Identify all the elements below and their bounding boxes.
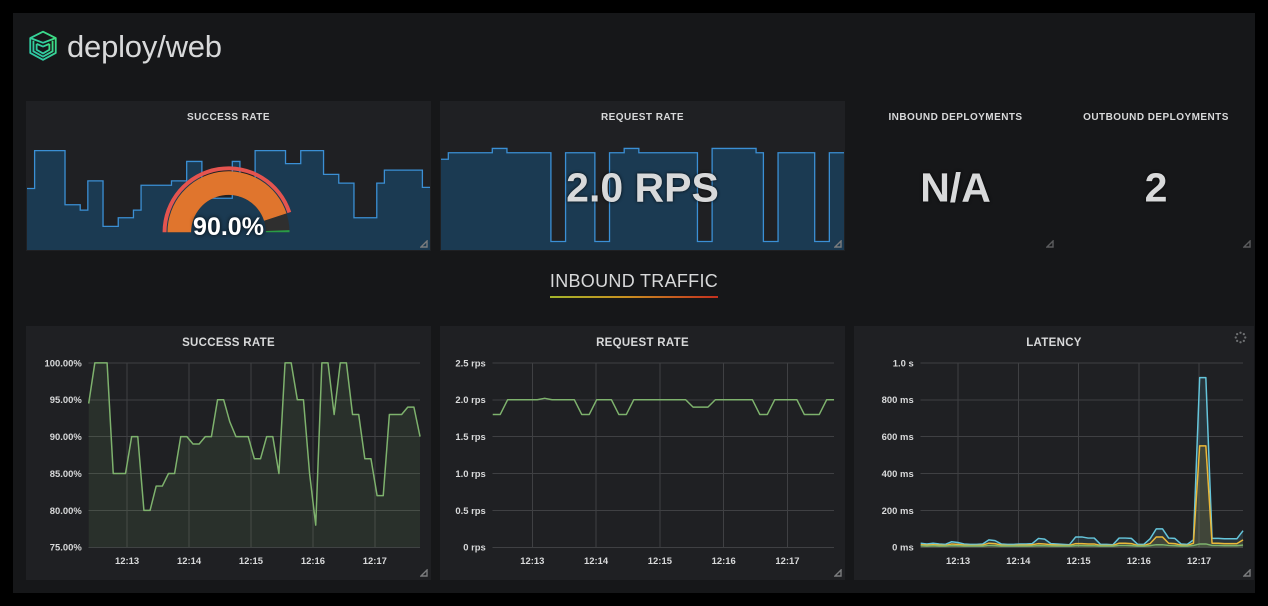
grafana-dashboard: deploy/web SUCCESS RATE 90.0% REQUEST RA… xyxy=(13,13,1255,593)
row-title: INBOUND TRAFFIC xyxy=(549,271,719,298)
stat-request-rate-body: 2.0 RPS xyxy=(441,126,844,250)
svg-text:12:13: 12:13 xyxy=(520,555,544,566)
page-title: deploy/web xyxy=(67,28,222,64)
svg-text:200 ms: 200 ms xyxy=(882,505,914,516)
graph-latency-body: 0 ms 200 ms 400 ms 600 ms 800 ms 1.0 s 12:13 12… xyxy=(855,351,1253,579)
stat-inbound-deployments-value: N/A xyxy=(920,164,991,211)
svg-text:0 ms: 0 ms xyxy=(892,542,914,553)
stat-outbound-deployments-title: OUTBOUND DEPLOYMENTS xyxy=(1083,112,1229,123)
svg-text:12:16: 12:16 xyxy=(712,555,736,566)
svg-text:1.0 rps: 1.0 rps xyxy=(455,468,485,479)
request-rate-sparkline xyxy=(441,147,844,250)
svg-text:12:16: 12:16 xyxy=(301,555,325,566)
stat-outbound-deployments-body: 2 xyxy=(1059,126,1253,250)
latency-chart: 0 ms 200 ms 400 ms 600 ms 800 ms 1.0 s 12:13 12… xyxy=(882,357,1244,566)
graph-latency-title: LATENCY xyxy=(1026,337,1082,349)
svg-text:12:14: 12:14 xyxy=(1006,555,1031,566)
stat-request-rate-panel[interactable]: REQUEST RATE 2.0 RPS xyxy=(440,101,845,251)
svg-text:75.00%: 75.00% xyxy=(50,542,83,553)
graph-latency-panel[interactable]: LATENCY 0 ms 200 ms 400 ms 600 ms 800 ms 1.0 … xyxy=(854,326,1254,580)
svg-text:12:17: 12:17 xyxy=(1187,555,1211,566)
stat-outbound-deployments-panel[interactable]: OUTBOUND DEPLOYMENTS 2 xyxy=(1058,101,1254,251)
graph-success-rate-title: SUCCESS RATE xyxy=(182,337,275,349)
request-rate-chart: 0 rps 0.5 rps 1.0 rps 1.5 rps 2.0 rps 2.5 rps… xyxy=(455,357,835,566)
loading-spinner-icon xyxy=(1234,331,1247,344)
svg-text:12:15: 12:15 xyxy=(239,555,263,566)
graph-success-rate-body: 75.00% 80.00% 85.00% 90.00% 95.00% 100.00% 12:… xyxy=(27,351,430,579)
svg-text:12:16: 12:16 xyxy=(1127,555,1151,566)
svg-text:90.00%: 90.00% xyxy=(50,431,83,442)
success-rate-chart: 75.00% 80.00% 85.00% 90.00% 95.00% 100.00% 12:… xyxy=(44,357,421,566)
svg-text:12:14: 12:14 xyxy=(584,555,609,566)
row-header-inbound-traffic[interactable]: INBOUND TRAFFIC xyxy=(13,271,1255,321)
svg-text:2.5 rps: 2.5 rps xyxy=(455,357,485,368)
svg-text:100.00%: 100.00% xyxy=(44,357,82,368)
svg-text:800 ms: 800 ms xyxy=(882,394,914,405)
graph-request-rate-panel[interactable]: REQUEST RATE 0 rps 0.5 rps 1.0 rps 1.5 rps 2… xyxy=(440,326,845,580)
svg-text:85.00%: 85.00% xyxy=(50,468,83,479)
stat-request-rate-title: REQUEST RATE xyxy=(601,112,684,123)
svg-text:12:14: 12:14 xyxy=(177,555,202,566)
stat-success-rate-panel[interactable]: SUCCESS RATE 90.0% xyxy=(26,101,431,251)
graph-success-rate-panel[interactable]: SUCCESS RATE 75.00% 80.00% 85.00% 90.00% 95.… xyxy=(26,326,431,580)
svg-text:12:15: 12:15 xyxy=(648,555,672,566)
svg-text:600 ms: 600 ms xyxy=(882,431,914,442)
graph-request-rate-body: 0 rps 0.5 rps 1.0 rps 1.5 rps 2.0 rps 2.5 rps… xyxy=(441,351,844,579)
svg-text:12:17: 12:17 xyxy=(775,555,799,566)
dashboard-header: deploy/web xyxy=(13,13,1255,79)
svg-text:2.0 rps: 2.0 rps xyxy=(455,394,485,405)
svg-text:12:13: 12:13 xyxy=(115,555,139,566)
row-title-label: INBOUND TRAFFIC xyxy=(549,271,719,291)
stat-success-rate-title: SUCCESS RATE xyxy=(186,112,270,123)
success-rate-gauge xyxy=(27,126,430,250)
stat-request-rate-value: 2.0 RPS xyxy=(566,164,719,211)
graph-request-rate-title: REQUEST RATE xyxy=(596,337,689,349)
stat-success-rate-value: 90.0% xyxy=(193,213,264,241)
svg-text:1.0 s: 1.0 s xyxy=(893,357,914,368)
row-title-underline xyxy=(549,296,719,298)
stat-inbound-deployments-body: N/A xyxy=(855,126,1056,250)
stat-outbound-deployments-value: 2 xyxy=(1144,164,1168,211)
svg-text:400 ms: 400 ms xyxy=(882,468,914,479)
stat-inbound-deployments-panel[interactable]: INBOUND DEPLOYMENTS N/A xyxy=(854,101,1057,251)
success-rate-sparkline xyxy=(27,149,430,250)
svg-text:80.00%: 80.00% xyxy=(50,505,83,516)
linkerd-mesh-logo-icon xyxy=(29,30,57,61)
svg-text:12:13: 12:13 xyxy=(946,555,970,566)
svg-text:1.5 rps: 1.5 rps xyxy=(455,431,485,442)
stat-inbound-deployments-title: INBOUND DEPLOYMENTS xyxy=(888,112,1023,123)
svg-text:95.00%: 95.00% xyxy=(50,394,83,405)
svg-text:12:17: 12:17 xyxy=(363,555,387,566)
stat-success-rate-body: 90.0% xyxy=(27,126,430,250)
svg-text:0.5 rps: 0.5 rps xyxy=(455,505,485,516)
svg-text:12:15: 12:15 xyxy=(1066,555,1090,566)
svg-text:0 rps: 0 rps xyxy=(463,542,486,553)
